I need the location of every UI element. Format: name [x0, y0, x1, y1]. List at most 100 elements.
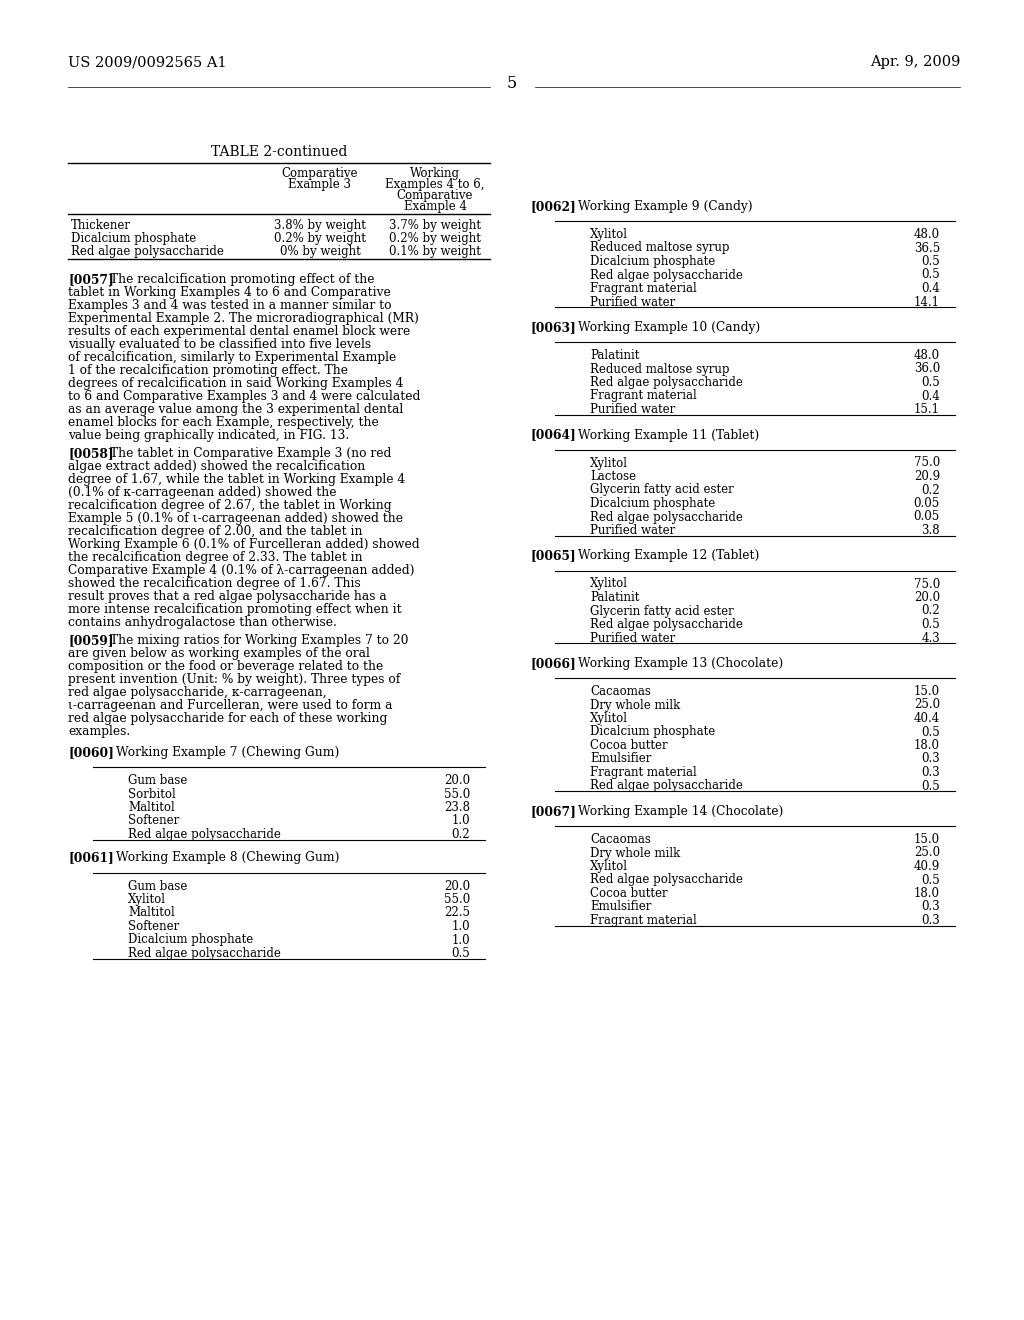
Text: Working Example 13 (Chocolate): Working Example 13 (Chocolate) — [578, 657, 783, 671]
Text: Examples 4 to 6,: Examples 4 to 6, — [385, 178, 484, 191]
Text: Sorbitol: Sorbitol — [128, 788, 176, 800]
Text: 15.0: 15.0 — [913, 833, 940, 846]
Text: Reduced maltose syrup: Reduced maltose syrup — [590, 242, 729, 255]
Text: 0.2% by weight: 0.2% by weight — [274, 232, 366, 246]
Text: 75.0: 75.0 — [913, 578, 940, 590]
Text: Experimental Example 2. The microradiographical (MR): Experimental Example 2. The microradiogr… — [68, 312, 419, 325]
Text: more intense recalcification promoting effect when it: more intense recalcification promoting e… — [68, 603, 401, 616]
Text: [0060]: [0060] — [68, 746, 114, 759]
Text: red algae polysaccharide for each of these working: red algae polysaccharide for each of the… — [68, 711, 387, 725]
Text: 75.0: 75.0 — [913, 457, 940, 470]
Text: ι-carrageenan and Furcelleran, were used to form a: ι-carrageenan and Furcelleran, were used… — [68, 700, 392, 711]
Text: (0.1% of κ-carrageenan added) showed the: (0.1% of κ-carrageenan added) showed the — [68, 486, 337, 499]
Text: 0.5: 0.5 — [922, 874, 940, 887]
Text: Maltitol: Maltitol — [128, 801, 175, 814]
Text: are given below as working examples of the oral: are given below as working examples of t… — [68, 647, 370, 660]
Text: degrees of recalcification in said Working Examples 4: degrees of recalcification in said Worki… — [68, 378, 403, 389]
Text: Working Example 7 (Chewing Gum): Working Example 7 (Chewing Gum) — [116, 746, 339, 759]
Text: Emulsifier: Emulsifier — [590, 752, 651, 766]
Text: as an average value among the 3 experimental dental: as an average value among the 3 experime… — [68, 403, 403, 416]
Text: Cacaomas: Cacaomas — [590, 833, 651, 846]
Text: 0.4: 0.4 — [922, 389, 940, 403]
Text: of recalcification, similarly to Experimental Example: of recalcification, similarly to Experim… — [68, 351, 396, 364]
Text: 0.5: 0.5 — [452, 946, 470, 960]
Text: Reduced maltose syrup: Reduced maltose syrup — [590, 363, 729, 375]
Text: Dicalcium phosphate: Dicalcium phosphate — [590, 255, 715, 268]
Text: Working Example 9 (Candy): Working Example 9 (Candy) — [578, 201, 753, 213]
Text: 18.0: 18.0 — [914, 887, 940, 900]
Text: Red algae polysaccharide: Red algae polysaccharide — [590, 780, 742, 792]
Text: 55.0: 55.0 — [443, 894, 470, 906]
Text: Example 4: Example 4 — [403, 201, 467, 213]
Text: Xylitol: Xylitol — [590, 711, 628, 725]
Text: Red algae polysaccharide: Red algae polysaccharide — [128, 828, 281, 841]
Text: [0064]: [0064] — [530, 429, 575, 441]
Text: Cocoa butter: Cocoa butter — [590, 887, 668, 900]
Text: 1.0: 1.0 — [452, 920, 470, 933]
Text: Working Example 10 (Candy): Working Example 10 (Candy) — [578, 321, 760, 334]
Text: Dicalcium phosphate: Dicalcium phosphate — [71, 232, 197, 246]
Text: Xylitol: Xylitol — [128, 894, 166, 906]
Text: Purified water: Purified water — [590, 524, 675, 537]
Text: [0061]: [0061] — [68, 851, 114, 865]
Text: the recalcification degree of 2.33. The tablet in: the recalcification degree of 2.33. The … — [68, 550, 362, 564]
Text: Red algae polysaccharide: Red algae polysaccharide — [590, 874, 742, 887]
Text: Softener: Softener — [128, 814, 179, 828]
Text: 0.3: 0.3 — [922, 752, 940, 766]
Text: Purified water: Purified water — [590, 631, 675, 644]
Text: 0.5: 0.5 — [922, 726, 940, 738]
Text: Softener: Softener — [128, 920, 179, 933]
Text: value being graphically indicated, in FIG. 13.: value being graphically indicated, in FI… — [68, 429, 349, 442]
Text: [0059]: [0059] — [68, 634, 114, 647]
Text: result proves that a red algae polysaccharide has a: result proves that a red algae polysacch… — [68, 590, 387, 603]
Text: Fragrant material: Fragrant material — [590, 766, 696, 779]
Text: 0.3: 0.3 — [922, 913, 940, 927]
Text: Working Example 6 (0.1% of Furcelleran added) showed: Working Example 6 (0.1% of Furcelleran a… — [68, 539, 420, 550]
Text: Red algae polysaccharide: Red algae polysaccharide — [128, 946, 281, 960]
Text: 0.5: 0.5 — [922, 255, 940, 268]
Text: 0.3: 0.3 — [922, 766, 940, 779]
Text: 0.05: 0.05 — [913, 511, 940, 524]
Text: 3.8: 3.8 — [922, 524, 940, 537]
Text: 0% by weight: 0% by weight — [280, 246, 360, 257]
Text: degree of 1.67, while the tablet in Working Example 4: degree of 1.67, while the tablet in Work… — [68, 473, 406, 486]
Text: Working: Working — [410, 168, 460, 180]
Text: Xylitol: Xylitol — [590, 578, 628, 590]
Text: Cacaomas: Cacaomas — [590, 685, 651, 698]
Text: 3.8% by weight: 3.8% by weight — [274, 219, 366, 232]
Text: 22.5: 22.5 — [444, 907, 470, 920]
Text: Working Example 12 (Tablet): Working Example 12 (Tablet) — [578, 549, 760, 562]
Text: Comparative Example 4 (0.1% of λ-carrageenan added): Comparative Example 4 (0.1% of λ-carrage… — [68, 564, 415, 577]
Text: 14.1: 14.1 — [914, 296, 940, 309]
Text: Gum base: Gum base — [128, 774, 187, 787]
Text: results of each experimental dental enamel block were: results of each experimental dental enam… — [68, 325, 411, 338]
Text: 55.0: 55.0 — [443, 788, 470, 800]
Text: 48.0: 48.0 — [913, 348, 940, 362]
Text: 36.5: 36.5 — [913, 242, 940, 255]
Text: Maltitol: Maltitol — [128, 907, 175, 920]
Text: Emulsifier: Emulsifier — [590, 900, 651, 913]
Text: 0.1% by weight: 0.1% by weight — [389, 246, 481, 257]
Text: 23.8: 23.8 — [444, 801, 470, 814]
Text: [0066]: [0066] — [530, 657, 575, 671]
Text: Comparative: Comparative — [396, 189, 473, 202]
Text: 1 of the recalcification promoting effect. The: 1 of the recalcification promoting effec… — [68, 364, 348, 378]
Text: [0062]: [0062] — [530, 201, 575, 213]
Text: [0058]: [0058] — [68, 447, 114, 459]
Text: 40.9: 40.9 — [913, 861, 940, 873]
Text: Xylitol: Xylitol — [590, 457, 628, 470]
Text: Glycerin fatty acid ester: Glycerin fatty acid ester — [590, 483, 734, 496]
Text: 0.05: 0.05 — [913, 498, 940, 510]
Text: 20.0: 20.0 — [913, 591, 940, 605]
Text: The tablet in Comparative Example 3 (no red: The tablet in Comparative Example 3 (no … — [110, 447, 391, 459]
Text: TABLE 2-continued: TABLE 2-continued — [211, 145, 347, 158]
Text: Apr. 9, 2009: Apr. 9, 2009 — [869, 55, 961, 69]
Text: Dicalcium phosphate: Dicalcium phosphate — [590, 498, 715, 510]
Text: Examples 3 and 4 was tested in a manner similar to: Examples 3 and 4 was tested in a manner … — [68, 300, 391, 312]
Text: 25.0: 25.0 — [913, 846, 940, 859]
Text: Dicalcium phosphate: Dicalcium phosphate — [590, 726, 715, 738]
Text: Gum base: Gum base — [128, 879, 187, 892]
Text: 0.5: 0.5 — [922, 376, 940, 389]
Text: 0.3: 0.3 — [922, 900, 940, 913]
Text: present invention (Unit: % by weight). Three types of: present invention (Unit: % by weight). T… — [68, 673, 400, 686]
